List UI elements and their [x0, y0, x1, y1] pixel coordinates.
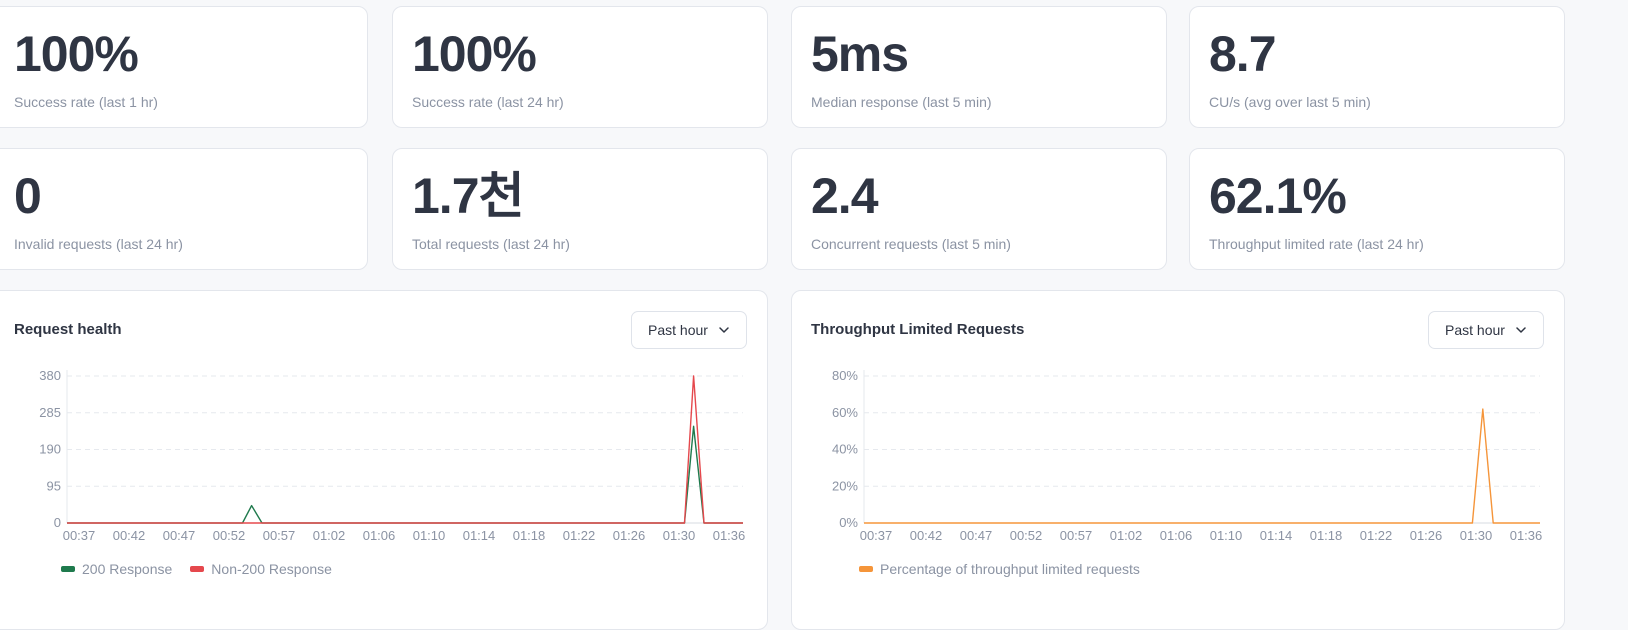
stat-card-median-response: 5ms Median response (last 5 min) [791, 6, 1167, 128]
x-tick-label: 00:52 [1010, 528, 1043, 543]
x-tick-label: 01:26 [613, 528, 646, 543]
x-tick-label: 01:14 [1260, 528, 1293, 543]
chevron-down-icon [719, 327, 729, 333]
stat-value: 5ms [811, 26, 909, 82]
x-tick-label: 01:22 [563, 528, 596, 543]
y-tick-label: 285 [39, 405, 61, 420]
x-tick-label: 01:06 [1160, 528, 1193, 543]
x-tick-label: 01:02 [1110, 528, 1143, 543]
y-tick-label: 40% [832, 442, 858, 457]
x-tick-label: 00:57 [263, 528, 296, 543]
y-tick-label: 0 [54, 515, 61, 530]
legend-label: Percentage of throughput limited request… [880, 561, 1140, 577]
x-tick-label: 01:30 [663, 528, 696, 543]
legend-swatch [61, 566, 75, 572]
chart-title: Throughput Limited Requests [811, 321, 1025, 338]
chevron-down-icon [1516, 327, 1526, 333]
series-line [67, 375, 743, 524]
y-tick-label: 95 [47, 478, 61, 493]
legend-swatch [859, 566, 873, 572]
chart-legend: Percentage of throughput limited request… [859, 561, 1140, 577]
legend-swatch [190, 566, 205, 572]
stat-label: Throughput limited rate (last 24 hr) [1209, 236, 1424, 252]
time-range-label: Past hour [1445, 322, 1505, 338]
stat-value: 0 [14, 168, 42, 224]
stat-card-cu-per-second: 8.7 CU/s (avg over last 5 min) [1189, 6, 1565, 128]
legend-label: Non-200 Response [211, 561, 332, 577]
x-tick-label: 01:02 [313, 528, 346, 543]
stat-card-invalid-requests: 0 Invalid requests (last 24 hr) [0, 148, 368, 270]
x-tick-label: 00:47 [960, 528, 993, 543]
chart-legend: 200 Response Non-200 Response [61, 561, 332, 577]
series-line [67, 425, 743, 524]
x-tick-label: 00:37 [63, 528, 96, 543]
stat-value: 100% [412, 26, 537, 82]
series-line [864, 408, 1540, 524]
legend-item[interactable]: Non-200 Response [190, 561, 332, 577]
x-tick-label: 01:26 [1410, 528, 1443, 543]
stat-value: 100% [14, 26, 139, 82]
legend-item[interactable]: 200 Response [61, 561, 172, 577]
stat-value: 1.7천 [412, 168, 525, 224]
x-tick-label: 00:37 [860, 528, 893, 543]
stat-card-throughput-limited-rate: 62.1% Throughput limited rate (last 24 h… [1189, 148, 1565, 270]
y-tick-label: 380 [39, 368, 61, 383]
x-tick-label: 01:36 [713, 528, 746, 543]
time-range-label: Past hour [648, 322, 708, 338]
y-tick-label: 20% [832, 478, 858, 493]
request-health-chart: 0 95 190 285 380 00:37 00:42 00:47 00:52 00:57 01:… [39, 368, 746, 543]
time-range-dropdown[interactable]: Past hour [1428, 311, 1544, 349]
stat-card-success-1hr: 100% Success rate (last 1 hr) [0, 6, 368, 128]
stat-value: 2.4 [811, 168, 879, 224]
stat-label: Median response (last 5 min) [811, 94, 992, 110]
stat-label: Concurrent requests (last 5 min) [811, 236, 1011, 252]
time-range-dropdown[interactable]: Past hour [631, 311, 747, 349]
x-tick-label: 00:47 [163, 528, 196, 543]
x-tick-label: 01:10 [413, 528, 446, 543]
x-tick-label: 01:36 [1510, 528, 1543, 543]
stat-label: Success rate (last 24 hr) [412, 94, 564, 110]
stat-card-concurrent-requests: 2.4 Concurrent requests (last 5 min) [791, 148, 1167, 270]
y-tick-label: 190 [39, 442, 61, 457]
x-tick-label: 01:14 [463, 528, 496, 543]
stat-card-total-requests: 1.7천 Total requests (last 24 hr) [392, 148, 768, 270]
stat-label: CU/s (avg over last 5 min) [1209, 94, 1371, 110]
stat-label: Invalid requests (last 24 hr) [14, 236, 183, 252]
x-tick-label: 00:42 [113, 528, 146, 543]
x-tick-label: 01:18 [513, 528, 546, 543]
stat-value: 62.1% [1209, 168, 1347, 224]
y-tick-label: 0% [839, 515, 858, 530]
stat-label: Success rate (last 1 hr) [14, 94, 158, 110]
throughput-limited-card: Throughput Limited Requests Past hour 0%… [791, 290, 1565, 630]
x-tick-label: 01:22 [1360, 528, 1393, 543]
stat-card-success-24hr: 100% Success rate (last 24 hr) [392, 6, 768, 128]
x-tick-label: 01:06 [363, 528, 396, 543]
legend-label: 200 Response [82, 561, 173, 577]
legend-item[interactable]: Percentage of throughput limited request… [859, 561, 1140, 577]
chart-title: Request health [14, 321, 122, 338]
y-tick-label: 80% [832, 368, 858, 383]
stat-label: Total requests (last 24 hr) [412, 236, 570, 252]
stat-value: 8.7 [1209, 26, 1277, 82]
y-tick-label: 60% [832, 405, 858, 420]
request-health-card: Request health Past hour 0 95 190 285 380 00:… [0, 290, 768, 630]
x-tick-label: 00:52 [213, 528, 246, 543]
x-tick-label: 00:57 [1060, 528, 1093, 543]
x-tick-label: 01:18 [1310, 528, 1343, 543]
x-tick-label: 00:42 [910, 528, 943, 543]
throughput-limited-chart: 0% 20% 40% 60% 80% 00:37 00:42 00:47 00:52 00:57 0… [832, 368, 1543, 543]
x-tick-label: 01:30 [1460, 528, 1493, 543]
x-tick-label: 01:10 [1210, 528, 1243, 543]
